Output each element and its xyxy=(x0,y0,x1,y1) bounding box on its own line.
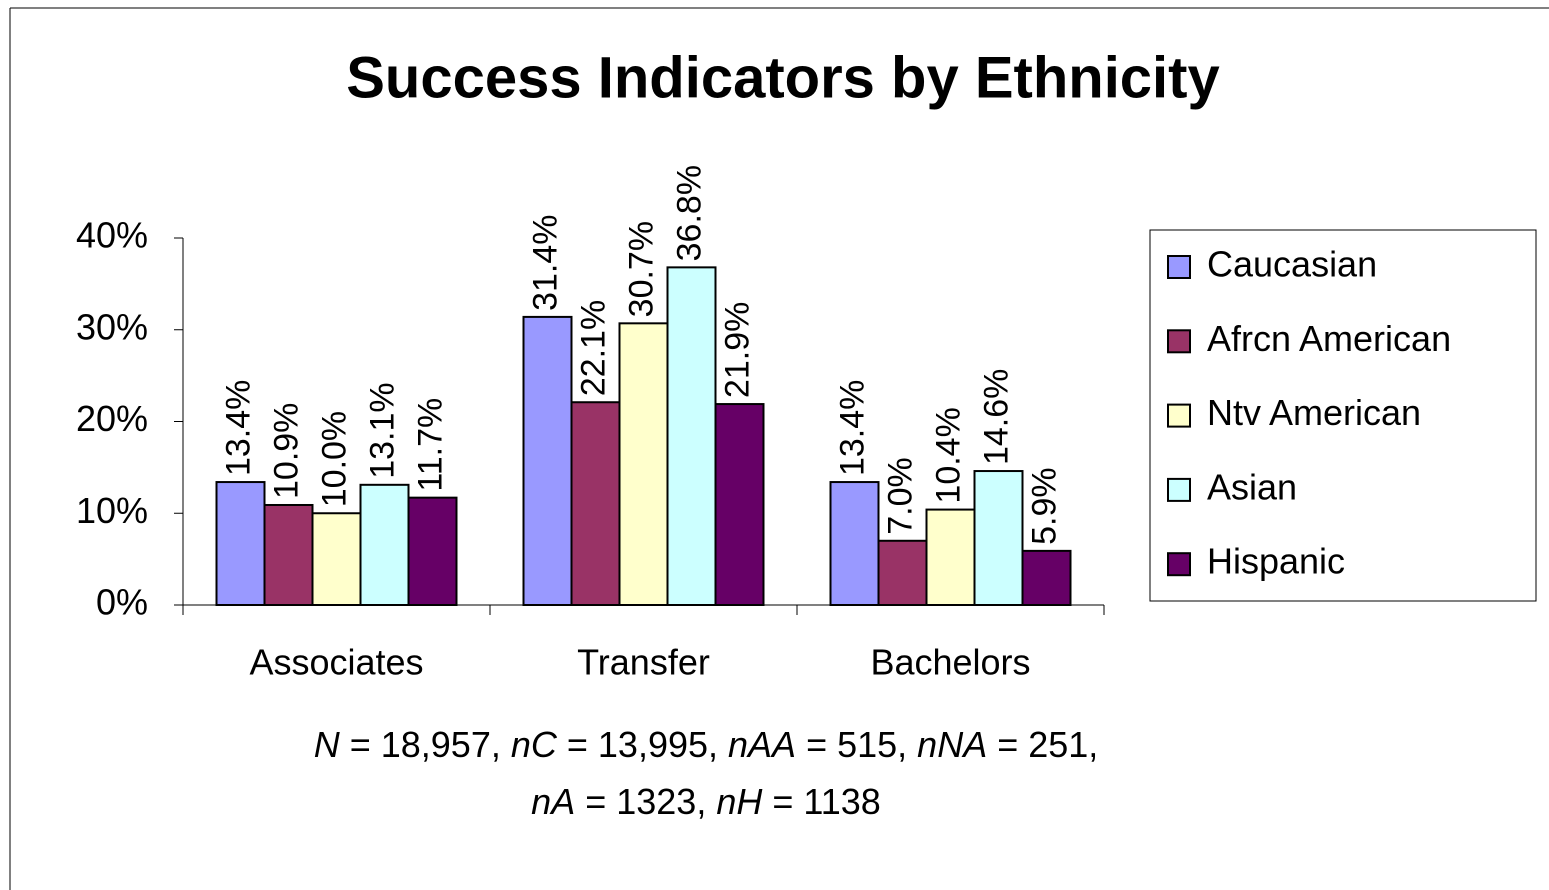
data-label: 22.1% xyxy=(574,300,612,396)
note-segment: nA xyxy=(531,781,575,822)
note-segment: = 13,995, xyxy=(557,724,728,765)
note-segment: nAA xyxy=(728,724,796,765)
bar xyxy=(570,401,621,607)
bar xyxy=(359,483,410,606)
data-label: 7.0% xyxy=(881,457,919,535)
data-label: 14.6% xyxy=(977,369,1015,465)
bar xyxy=(877,539,928,607)
data-label: 10.4% xyxy=(929,407,967,503)
bar xyxy=(666,266,717,606)
data-label: 10.0% xyxy=(315,411,353,507)
legend-label: Caucasian xyxy=(1207,244,1377,285)
note-segment: nC xyxy=(511,724,558,765)
data-label: 30.7% xyxy=(622,221,660,317)
data-label: 13.4% xyxy=(219,380,257,476)
data-label: 13.1% xyxy=(363,382,401,478)
note-segment: nNA xyxy=(917,724,987,765)
data-label: 5.9% xyxy=(1025,467,1063,545)
note-segment: = 18,957, xyxy=(340,724,511,765)
data-label: 10.9% xyxy=(267,403,305,499)
note: N = 18,957, nC = 13,995, nAA = 515, nNA … xyxy=(314,724,1099,765)
bar xyxy=(407,496,458,606)
legend-label: Hispanic xyxy=(1207,541,1345,582)
y-tick-label: 30% xyxy=(76,306,148,347)
y-tick-label: 20% xyxy=(76,398,148,439)
legend-swatch xyxy=(1167,403,1191,428)
data-label: 36.8% xyxy=(670,165,708,261)
data-label: 13.4% xyxy=(833,380,871,476)
bar xyxy=(973,470,1024,607)
legend-label: Asian xyxy=(1207,466,1297,507)
legend-label: Afrcn American xyxy=(1207,318,1451,359)
bar xyxy=(263,503,314,606)
note: nA = 1323, nH = 1138 xyxy=(531,781,881,822)
x-tick-label: Transfer xyxy=(577,642,710,683)
y-tick-label: 0% xyxy=(96,582,148,623)
legend-box xyxy=(1149,229,1537,602)
legend-swatch xyxy=(1167,329,1191,354)
data-label: 21.9% xyxy=(718,302,756,398)
legend-swatch xyxy=(1167,255,1191,279)
bar xyxy=(714,403,765,606)
note-segment: = 1323, xyxy=(575,781,716,822)
bar xyxy=(925,508,976,606)
note-segment: nH xyxy=(716,781,763,822)
bar xyxy=(618,322,669,606)
legend-label: Ntv American xyxy=(1207,392,1421,433)
x-tick-label: Bachelors xyxy=(870,642,1030,683)
y-tick-label: 40% xyxy=(76,215,148,256)
bar xyxy=(311,512,362,606)
bar xyxy=(829,481,880,606)
bar xyxy=(1021,549,1072,606)
data-label: 11.7% xyxy=(411,398,449,492)
y-tick-label: 10% xyxy=(76,490,148,531)
legend-swatch xyxy=(1167,552,1191,577)
x-tick-label: Associates xyxy=(249,642,423,683)
data-label: 31.4% xyxy=(526,214,564,310)
legend-swatch xyxy=(1167,477,1191,502)
note-segment: = 1138 xyxy=(762,781,880,822)
bar xyxy=(522,315,573,606)
note-segment: N xyxy=(314,724,341,765)
note-segment: = 251, xyxy=(987,724,1098,765)
chart-title: Success Indicators by Ethnicity xyxy=(346,45,1220,110)
bar xyxy=(215,481,266,606)
note-segment: = 515, xyxy=(796,724,917,765)
